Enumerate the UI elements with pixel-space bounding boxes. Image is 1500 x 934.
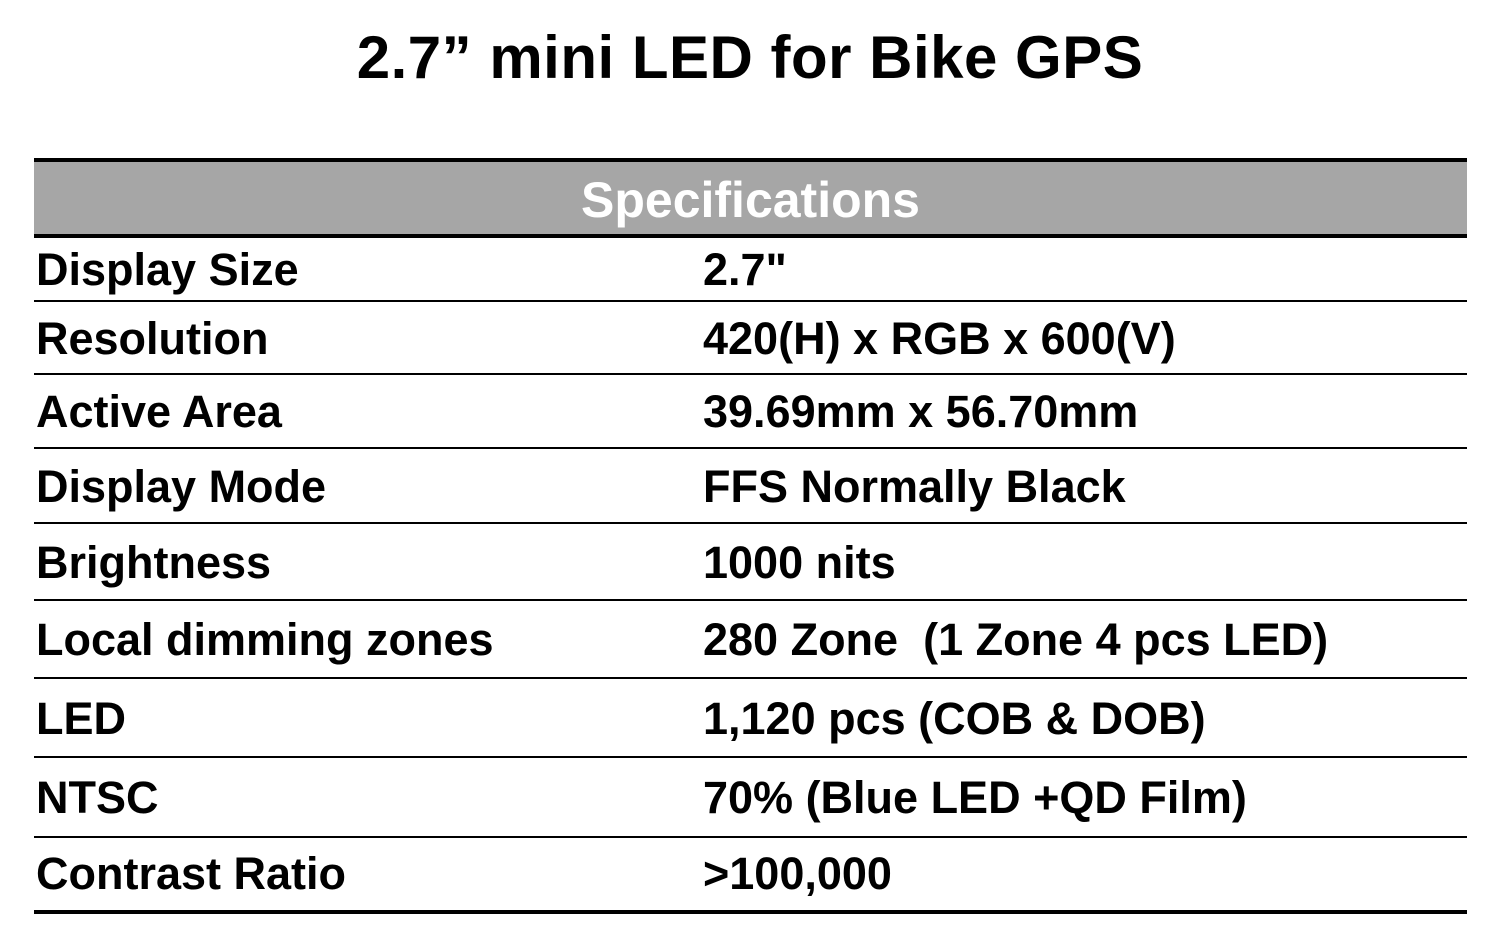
table-row: Display Size 2.7" <box>34 238 1467 302</box>
spec-label-led: LED <box>36 693 126 744</box>
spec-value-display-size: 2.7" <box>703 244 787 295</box>
table-row: Brightness 1000 nits <box>34 524 1467 601</box>
table-row: Contrast Ratio >100,000 <box>34 838 1467 910</box>
spec-value-resolution: 420(H) x RGB x 600(V) <box>703 313 1176 364</box>
spec-label-contrast-ratio: Contrast Ratio <box>36 848 347 899</box>
specifications-table: Specifications Display Size 2.7" Resolut… <box>34 158 1467 914</box>
spec-value-local-dimming-zones: 280 Zone (1 Zone 4 pcs LED) <box>703 614 1329 665</box>
table-row: Active Area 39.69mm x 56.70mm <box>34 375 1467 449</box>
table-row: Display Mode FFS Normally Black <box>34 449 1467 524</box>
spec-label-brightness: Brightness <box>36 537 272 588</box>
spec-value-led: 1,120 pcs (COB & DOB) <box>703 693 1206 744</box>
table-header: Specifications <box>34 162 1467 238</box>
spec-label-active-area: Active Area <box>36 386 282 437</box>
spec-value-brightness: 1000 nits <box>703 537 896 588</box>
spec-value-display-mode: FFS Normally Black <box>703 461 1126 512</box>
table-row: Resolution 420(H) x RGB x 600(V) <box>34 302 1467 375</box>
table-row: NTSC 70% (Blue LED +QD Film) <box>34 758 1467 838</box>
spec-label-local-dimming-zones: Local dimming zones <box>36 614 494 665</box>
spec-value-ntsc: 70% (Blue LED +QD Film) <box>703 772 1247 823</box>
spec-value-contrast-ratio: >100,000 <box>703 848 892 899</box>
spec-label-display-mode: Display Mode <box>36 461 327 512</box>
table-row: Local dimming zones 280 Zone (1 Zone 4 p… <box>34 601 1467 679</box>
spec-label-resolution: Resolution <box>36 313 269 364</box>
table-row: LED 1,120 pcs (COB & DOB) <box>34 679 1467 758</box>
spec-value-active-area: 39.69mm x 56.70mm <box>703 386 1139 437</box>
spec-label-ntsc: NTSC <box>36 772 159 823</box>
page-title: 2.7” mini LED for Bike GPS <box>356 24 1144 91</box>
spec-label-display-size: Display Size <box>36 244 299 295</box>
